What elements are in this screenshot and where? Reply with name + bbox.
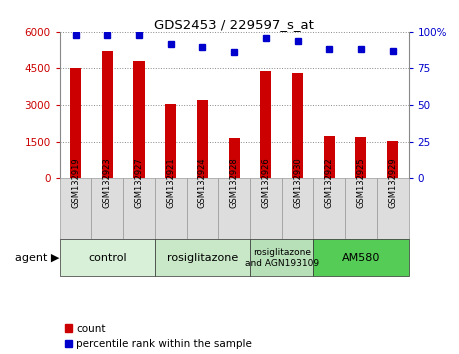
- Text: GSM132929: GSM132929: [388, 157, 397, 208]
- Text: GSM132919: GSM132919: [71, 157, 80, 208]
- Text: GSM132921: GSM132921: [166, 157, 175, 208]
- FancyBboxPatch shape: [218, 178, 250, 239]
- FancyBboxPatch shape: [282, 178, 313, 239]
- FancyBboxPatch shape: [123, 178, 155, 239]
- Legend: count, percentile rank within the sample: count, percentile rank within the sample: [65, 324, 252, 349]
- Text: GSM132923: GSM132923: [103, 157, 112, 208]
- Bar: [229, 138, 240, 178]
- Bar: [324, 136, 335, 178]
- Text: GSM132930: GSM132930: [293, 157, 302, 208]
- Bar: [134, 61, 145, 178]
- FancyBboxPatch shape: [313, 178, 345, 239]
- FancyBboxPatch shape: [155, 239, 250, 276]
- FancyBboxPatch shape: [345, 178, 377, 239]
- FancyBboxPatch shape: [155, 178, 186, 239]
- Text: GSM132926: GSM132926: [261, 157, 270, 208]
- Text: rosiglitazone: rosiglitazone: [167, 253, 238, 263]
- Bar: [102, 51, 113, 178]
- Bar: [197, 100, 208, 178]
- Text: GSM132925: GSM132925: [357, 157, 365, 208]
- Bar: [387, 141, 398, 178]
- Text: GSM132928: GSM132928: [230, 157, 239, 208]
- FancyBboxPatch shape: [377, 178, 409, 239]
- Bar: [260, 71, 271, 178]
- FancyBboxPatch shape: [60, 178, 91, 239]
- Text: rosiglitazone
and AGN193109: rosiglitazone and AGN193109: [245, 248, 319, 268]
- Bar: [292, 73, 303, 178]
- Bar: [165, 104, 176, 178]
- Bar: [355, 137, 366, 178]
- FancyBboxPatch shape: [250, 178, 282, 239]
- Text: GSM132922: GSM132922: [325, 157, 334, 208]
- FancyBboxPatch shape: [186, 178, 218, 239]
- FancyBboxPatch shape: [60, 239, 155, 276]
- Text: GSM132927: GSM132927: [134, 157, 144, 208]
- Text: GSM132924: GSM132924: [198, 157, 207, 208]
- Text: control: control: [88, 253, 127, 263]
- Text: AM580: AM580: [342, 253, 380, 263]
- FancyBboxPatch shape: [250, 239, 313, 276]
- Text: agent ▶: agent ▶: [15, 253, 59, 263]
- Bar: [70, 69, 81, 178]
- FancyBboxPatch shape: [91, 178, 123, 239]
- FancyBboxPatch shape: [313, 239, 409, 276]
- Title: GDS2453 / 229597_s_at: GDS2453 / 229597_s_at: [154, 18, 314, 31]
